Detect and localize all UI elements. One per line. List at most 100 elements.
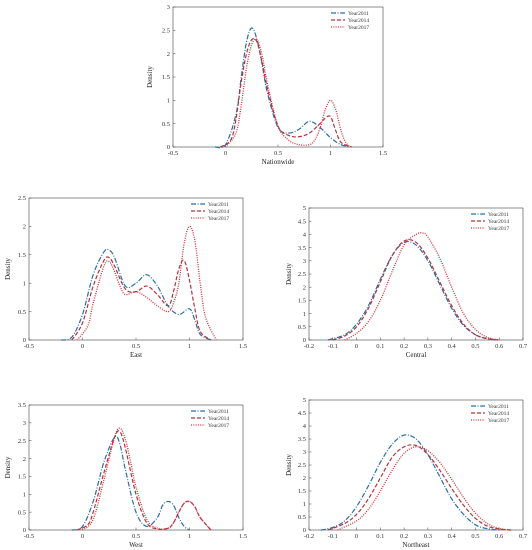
y-axis-label: Density: [4, 456, 12, 478]
legend-label: Year2017: [488, 226, 509, 232]
legend-label: Year2014: [488, 219, 509, 225]
x-tick-label: 1: [188, 533, 191, 540]
x-tick-label: -0.2: [304, 533, 314, 540]
chart-panel-west: -0.5 0 0.5 1 1.500.511.522.533.5WestDensityY…: [4, 402, 247, 549]
series-line-year2011: [214, 27, 352, 149]
y-tick-label: 4.5: [298, 410, 306, 417]
x-axis-label: Nationwide: [262, 158, 295, 166]
x-tick-label: 0: [355, 343, 358, 350]
y-tick-label: 2: [303, 284, 306, 291]
series-line-year2017: [344, 232, 500, 341]
x-tick-label: -0.5: [168, 150, 178, 157]
legend-label: Year2014: [208, 209, 229, 215]
y-tick-label: 3.5: [298, 245, 306, 252]
y-tick-label: 2.5: [298, 271, 306, 278]
legend-label: Year2014: [348, 18, 369, 24]
legend-label: Year2017: [208, 216, 229, 222]
y-tick-label: 2: [23, 224, 26, 231]
legend-label: Year2011: [488, 212, 509, 218]
y-tick-label: 3: [303, 449, 306, 456]
y-tick-label: 2: [303, 475, 306, 482]
series-line-year2011: [327, 240, 500, 341]
y-tick-label: 4: [303, 232, 307, 239]
x-axis-label: Northeast: [402, 541, 429, 549]
x-tick-label: -0.1: [328, 343, 338, 350]
y-axis-label: Density: [285, 454, 293, 476]
x-tick-label: 1.5: [239, 343, 247, 350]
y-tick-label: 0.5: [18, 309, 26, 316]
x-axis-label: East: [130, 351, 142, 359]
y-tick-label: 3: [23, 420, 26, 427]
x-tick-label: 1: [329, 150, 332, 157]
y-tick-label: 3.5: [298, 436, 306, 443]
series-line-year2011: [60, 248, 212, 341]
y-tick-label: 1: [23, 280, 26, 287]
y-tick-label: 1.5: [18, 474, 26, 481]
y-tick-label: 2.5: [18, 195, 26, 202]
x-tick-label: 0.4: [448, 343, 457, 350]
x-tick-label: 0.6: [495, 343, 504, 350]
x-tick-label: 0.5: [132, 343, 140, 350]
x-tick-label: 1.5: [379, 150, 387, 157]
y-tick-label: 1: [303, 311, 306, 318]
x-tick-label: -0.2: [304, 343, 314, 350]
series-line-year2011: [320, 434, 500, 531]
y-tick-label: 2.5: [162, 28, 170, 35]
x-tick-label: 0.4: [448, 533, 457, 540]
x-tick-label: 0: [224, 150, 227, 157]
chart-panel-nationwide: -0.5 0 0.5 1 1.500.511.522.53NationwideDensi…: [146, 4, 387, 166]
y-tick-label: 4.5: [298, 218, 306, 225]
x-tick-label: 0.3: [424, 343, 432, 350]
y-tick-label: 0.5: [298, 514, 306, 521]
x-tick-label: -0.5: [24, 343, 34, 350]
x-tick-label: 0.5: [132, 533, 140, 540]
y-axis-label: Density: [4, 258, 12, 280]
chart-panel-east: -0.5 0 0.5 1 1.500.511.522.5EastDensityYear2…: [4, 195, 247, 359]
x-tick-label: 0.7: [519, 343, 528, 350]
y-tick-label: 2: [23, 456, 26, 463]
series-line-year2014: [76, 430, 212, 531]
y-tick-label: 0: [167, 144, 170, 151]
x-tick-label: 0: [355, 533, 358, 540]
y-tick-label: 2.5: [18, 438, 26, 445]
x-tick-label: 0.7: [519, 533, 528, 540]
y-tick-label: 0: [23, 337, 26, 344]
y-tick-label: 0: [303, 337, 306, 344]
x-axis-label: Central: [406, 351, 427, 359]
legend-label: Year2011: [488, 404, 509, 410]
legend-label: Year2017: [208, 423, 229, 429]
series-line-year2014: [332, 239, 500, 341]
y-tick-label: 1: [23, 491, 26, 498]
x-tick-label: 1.5: [239, 533, 247, 540]
x-tick-label: 0.1: [376, 533, 384, 540]
y-tick-label: 0: [23, 527, 26, 534]
y-tick-label: 0.5: [18, 509, 26, 516]
y-tick-label: 3: [303, 258, 306, 265]
series-line-year2014: [327, 444, 512, 531]
y-tick-label: 5: [303, 397, 306, 404]
y-tick-label: 0.5: [162, 121, 170, 128]
legend-label: Year2011: [208, 409, 229, 415]
x-tick-label: 0.6: [495, 533, 504, 540]
x-tick-label: 0.5: [471, 533, 479, 540]
y-tick-label: 5: [303, 205, 306, 212]
series-line-year2017: [76, 225, 217, 341]
y-tick-label: 1.5: [298, 488, 306, 495]
y-tick-label: 2.5: [298, 462, 306, 469]
y-axis-label: Density: [285, 263, 293, 285]
x-tick-label: 0.1: [376, 343, 384, 350]
y-tick-label: 1.5: [298, 298, 306, 305]
legend-label: Year2017: [488, 418, 509, 424]
y-tick-label: 4: [303, 423, 307, 430]
y-tick-label: 1: [303, 501, 306, 508]
legend-label: Year2017: [348, 25, 369, 31]
chart-panel-northeast: -0.2 -0.1 0 0.1 0.2 0.3 0.4 0.5 0.6 0.7 0 0.5 1 1.5 2 2…: [285, 397, 528, 549]
y-tick-label: 3.5: [18, 402, 26, 409]
y-tick-label: 3: [167, 4, 170, 11]
y-tick-label: 2: [167, 51, 170, 58]
